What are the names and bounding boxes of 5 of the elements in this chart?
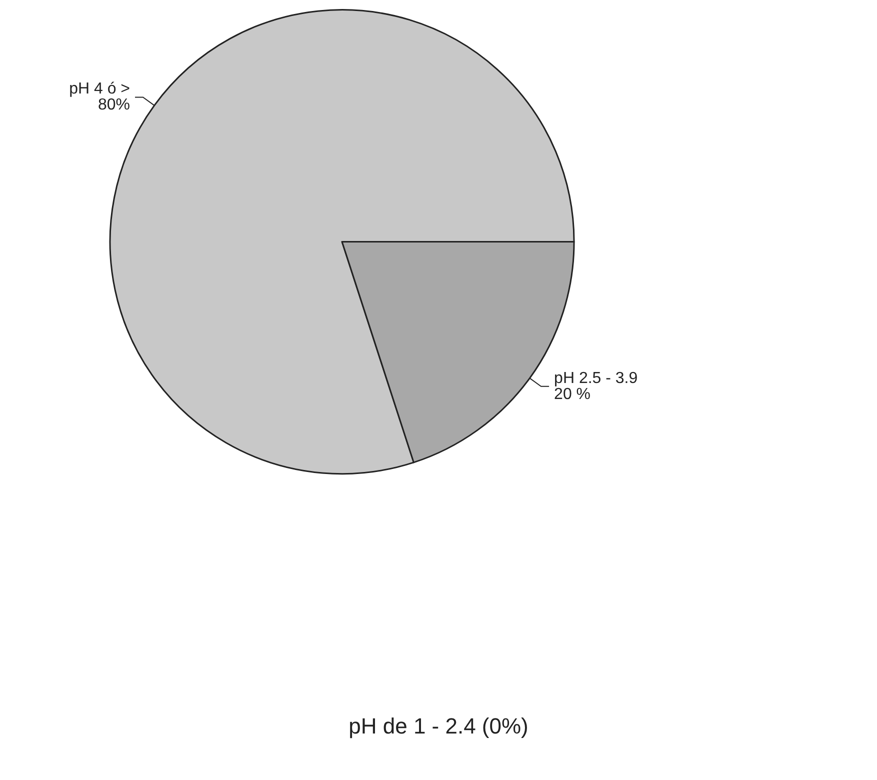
slice-label: pH 4 ó > (69, 80, 130, 98)
slice-label: pH 2.5 - 3.9 (554, 370, 638, 387)
category-label: pH de 1 - 2.4 (0%) (348, 714, 528, 738)
data-label: 80% (98, 96, 130, 114)
data-label: 20 % (554, 386, 591, 403)
